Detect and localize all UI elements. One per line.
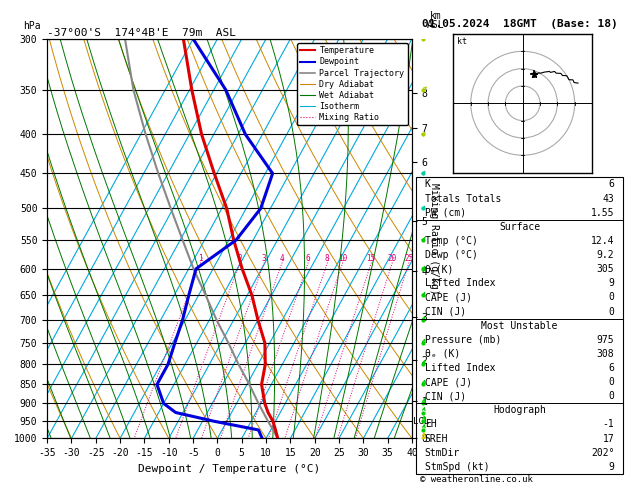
Text: 20: 20: [387, 254, 397, 263]
Legend: Temperature, Dewpoint, Parcel Trajectory, Dry Adiabat, Wet Adiabat, Isotherm, Mi: Temperature, Dewpoint, Parcel Trajectory…: [297, 43, 408, 125]
Text: LCL: LCL: [413, 417, 429, 426]
Text: EH: EH: [425, 419, 437, 430]
Text: 0: 0: [609, 293, 615, 302]
Text: 0: 0: [609, 377, 615, 387]
Text: 1.55: 1.55: [591, 208, 615, 218]
Y-axis label: Mixing Ratio (g/kg): Mixing Ratio (g/kg): [429, 183, 438, 295]
Text: 4: 4: [279, 254, 284, 263]
Text: 3: 3: [262, 254, 266, 263]
Text: 0: 0: [609, 391, 615, 401]
Text: StmDir: StmDir: [425, 448, 460, 458]
Text: Dewp (°C): Dewp (°C): [425, 250, 477, 260]
Text: kt: kt: [457, 37, 467, 47]
Text: Temp (°C): Temp (°C): [425, 236, 477, 246]
Text: 308: 308: [597, 349, 615, 359]
Text: StmSpd (kt): StmSpd (kt): [425, 462, 489, 472]
Text: CAPE (J): CAPE (J): [425, 293, 472, 302]
Text: 15: 15: [367, 254, 376, 263]
Text: CIN (J): CIN (J): [425, 307, 466, 316]
Text: θₑ (K): θₑ (K): [425, 349, 460, 359]
Text: 1: 1: [198, 254, 203, 263]
Text: 305: 305: [597, 264, 615, 274]
Text: Lifted Index: Lifted Index: [425, 278, 495, 288]
Text: CAPE (J): CAPE (J): [425, 377, 472, 387]
Text: ASL: ASL: [427, 20, 445, 30]
Text: θₑ(K): θₑ(K): [425, 264, 454, 274]
Text: 6: 6: [306, 254, 310, 263]
Text: 8: 8: [325, 254, 330, 263]
Text: © weatheronline.co.uk: © weatheronline.co.uk: [420, 475, 532, 484]
Text: 975: 975: [597, 335, 615, 345]
Text: Most Unstable: Most Unstable: [481, 321, 558, 330]
Text: 43: 43: [603, 193, 615, 204]
Text: 9: 9: [609, 462, 615, 472]
Text: Lifted Index: Lifted Index: [425, 363, 495, 373]
Text: 9: 9: [609, 278, 615, 288]
Text: Totals Totals: Totals Totals: [425, 193, 501, 204]
Text: 12.4: 12.4: [591, 236, 615, 246]
Text: 01.05.2024  18GMT  (Base: 18): 01.05.2024 18GMT (Base: 18): [421, 19, 618, 30]
Text: 6: 6: [609, 179, 615, 190]
Text: 2: 2: [237, 254, 242, 263]
Text: K: K: [425, 179, 430, 190]
Text: Surface: Surface: [499, 222, 540, 232]
Text: km: km: [430, 11, 442, 21]
Text: 202°: 202°: [591, 448, 615, 458]
Text: SREH: SREH: [425, 434, 448, 444]
Text: -1: -1: [603, 419, 615, 430]
Text: hPa: hPa: [23, 21, 41, 31]
Text: Pressure (mb): Pressure (mb): [425, 335, 501, 345]
Text: 10: 10: [338, 254, 347, 263]
Text: 25: 25: [404, 254, 413, 263]
Text: 17: 17: [603, 434, 615, 444]
Text: 0: 0: [609, 307, 615, 316]
Text: Hodograph: Hodograph: [493, 405, 546, 416]
Text: 9.2: 9.2: [597, 250, 615, 260]
Text: PW (cm): PW (cm): [425, 208, 466, 218]
Text: 6: 6: [609, 363, 615, 373]
Text: CIN (J): CIN (J): [425, 391, 466, 401]
Text: -37°00'S  174°4B'E  79m  ASL: -37°00'S 174°4B'E 79m ASL: [47, 28, 236, 38]
X-axis label: Dewpoint / Temperature (°C): Dewpoint / Temperature (°C): [138, 464, 321, 474]
